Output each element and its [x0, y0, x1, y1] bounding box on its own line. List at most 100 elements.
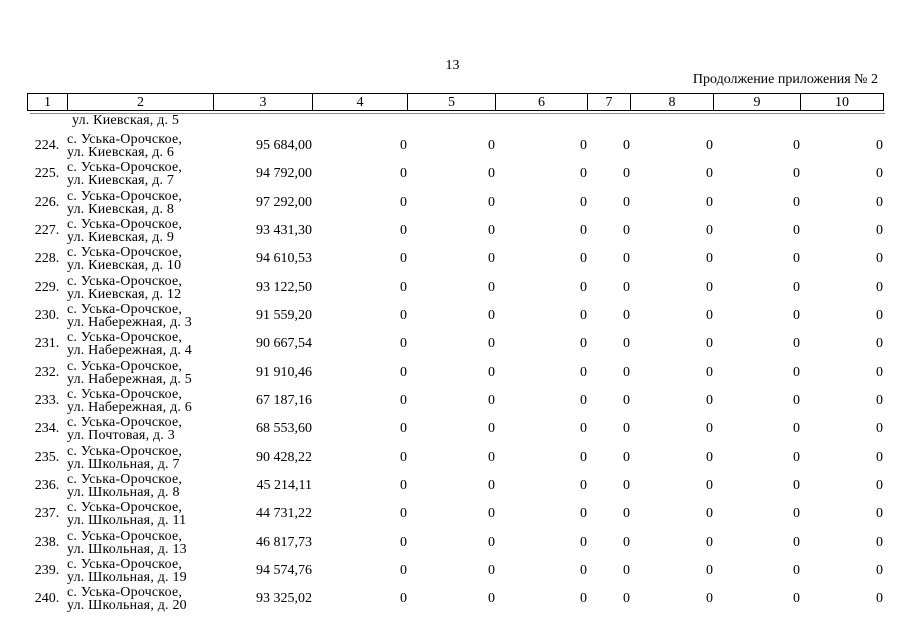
value-cell: 45 214,11	[256, 478, 312, 494]
value-cell: 0	[876, 421, 883, 437]
data-table: 224. с. Уська-Орочское, ул. Киевская, д. 6…	[27, 132, 883, 614]
value-cell: 0	[488, 364, 495, 380]
address-line: с. Уська-Орочское,	[67, 472, 183, 488]
value-cell: 0	[876, 534, 883, 550]
header-border-shadow	[30, 113, 885, 114]
value-cell: 0	[400, 223, 407, 239]
value-cell: 0	[793, 336, 800, 352]
value-cell: 0	[793, 194, 800, 210]
address-line: ул. Почтовая, д. 3	[67, 428, 175, 444]
value-cell: 0	[400, 138, 407, 154]
column-header-cell: 10	[800, 93, 884, 111]
value-cell: 0	[793, 393, 800, 409]
value-cell: 0	[623, 421, 630, 437]
table-row: 230. с. Уська-Орочское, ул. Набережная, д.…	[27, 302, 883, 330]
value-cell: 0	[706, 279, 713, 295]
address-cell: с. Уська-Орочское, ул. Школьная, д. 19	[67, 557, 213, 585]
address-line: ул. Киевская, д. 9	[67, 230, 175, 246]
address-cell: с. Уська-Орочское, ул. Набережная, д. 4	[67, 330, 213, 358]
value-cell: 0	[580, 506, 587, 522]
value-cell: 0	[706, 421, 713, 437]
table-row: 226. с. Уська-Орочское, ул. Киевская, д. 8…	[27, 189, 883, 217]
value-cell: 68 553,60	[256, 421, 312, 437]
value-cell: 0	[488, 449, 495, 465]
value-cell: 0	[580, 251, 587, 267]
row-number-cell: 232.	[34, 364, 60, 380]
value-cell: 0	[706, 308, 713, 324]
row-number-cell: 235.	[34, 449, 60, 465]
column-header-cell: 6	[495, 93, 588, 111]
address-line: ул. Киевская, д. 8	[67, 201, 175, 217]
value-cell: 0	[623, 534, 630, 550]
address-line: с. Уська-Орочское,	[67, 217, 183, 233]
address-line: ул. Киевская, д. 7	[67, 173, 175, 189]
table-row: 239. с. Уська-Орочское, ул. Школьная, д. 1…	[27, 557, 883, 585]
value-cell: 0	[706, 506, 713, 522]
value-cell: 0	[876, 223, 883, 239]
value-cell: 0	[706, 194, 713, 210]
row-number-cell: 237.	[34, 506, 60, 522]
address-line: с. Уська-Орочское,	[67, 358, 183, 374]
value-cell: 0	[623, 308, 630, 324]
value-cell: 97 292,00	[256, 194, 312, 210]
value-cell: 0	[580, 223, 587, 239]
address-cell: с. Уська-Орочское, ул. Киевская, д. 12	[67, 274, 213, 302]
value-cell: 0	[793, 223, 800, 239]
address-cell: с. Уська-Орочское, ул. Почтовая, д. 3	[67, 415, 213, 443]
value-cell: 0	[580, 591, 587, 607]
row-number-cell: 224.	[34, 138, 60, 154]
address-line: ул. Школьная, д. 7	[67, 456, 180, 472]
row-number-cell: 233.	[34, 393, 60, 409]
address-cell: с. Уська-Орочское, ул. Киевская, д. 6	[67, 132, 213, 160]
address-cell: с. Уська-Орочское, ул. Школьная, д. 13	[67, 529, 213, 557]
value-cell: 0	[580, 194, 587, 210]
value-cell: 0	[793, 506, 800, 522]
value-cell: 0	[623, 364, 630, 380]
value-cell: 0	[580, 308, 587, 324]
value-cell: 0	[488, 478, 495, 494]
value-cell: 0	[488, 534, 495, 550]
value-cell: 0	[876, 393, 883, 409]
address-cell: с. Уська-Орочское, ул. Набережная, д. 5	[67, 359, 213, 387]
value-cell: 0	[580, 166, 587, 182]
value-cell: 0	[876, 563, 883, 579]
value-cell: 0	[793, 421, 800, 437]
column-header-table: 1 2 3 4 5 6 7 8 9 10	[27, 93, 884, 111]
value-cell: 0	[793, 166, 800, 182]
value-cell: 0	[706, 449, 713, 465]
table-row: 237. с. Уська-Орочское, ул. Школьная, д. 1…	[27, 500, 883, 528]
row-number-cell: 239.	[34, 563, 60, 579]
value-cell: 0	[876, 591, 883, 607]
row-number-cell: 229.	[34, 279, 60, 295]
column-header-cell: 8	[630, 93, 714, 111]
table-row: 236. с. Уська-Орочское, ул. Школьная, д. 8…	[27, 472, 883, 500]
address-line: ул. Набережная, д. 3	[67, 315, 193, 331]
address-cell: с. Уська-Орочское, ул. Киевская, д. 8	[67, 189, 213, 217]
value-cell: 94 610,53	[256, 251, 312, 267]
value-cell: 0	[400, 421, 407, 437]
value-cell: 0	[488, 336, 495, 352]
value-cell: 67 187,16	[256, 393, 312, 409]
address-line: ул. Школьная, д. 8	[67, 485, 180, 501]
value-cell: 0	[580, 138, 587, 154]
address-line: с. Уська-Орочское,	[67, 132, 183, 148]
value-cell: 0	[400, 166, 407, 182]
address-line: с. Уська-Орочское,	[67, 415, 183, 431]
value-cell: 0	[793, 251, 800, 267]
address-cell: с. Уська-Орочское, ул. Киевская, д. 10	[67, 245, 213, 273]
value-cell: 0	[623, 591, 630, 607]
value-cell: 0	[623, 393, 630, 409]
value-cell: 91 910,46	[256, 364, 312, 380]
value-cell: 0	[400, 591, 407, 607]
address-cell: с. Уська-Орочское, ул. Школьная, д. 11	[67, 500, 213, 528]
address-line: ул. Набережная, д. 5	[67, 371, 193, 387]
value-cell: 0	[876, 478, 883, 494]
table-row: 238. с. Уська-Орочское, ул. Школьная, д. 1…	[27, 529, 883, 557]
value-cell: 0	[876, 336, 883, 352]
table-row: 232. с. Уська-Орочское, ул. Набережная, д.…	[27, 359, 883, 387]
column-header-cell: 7	[587, 93, 631, 111]
value-cell: 90 428,22	[256, 449, 312, 465]
address-line: ул. Набережная, д. 4	[67, 343, 193, 359]
value-cell: 0	[876, 279, 883, 295]
value-cell: 0	[623, 449, 630, 465]
